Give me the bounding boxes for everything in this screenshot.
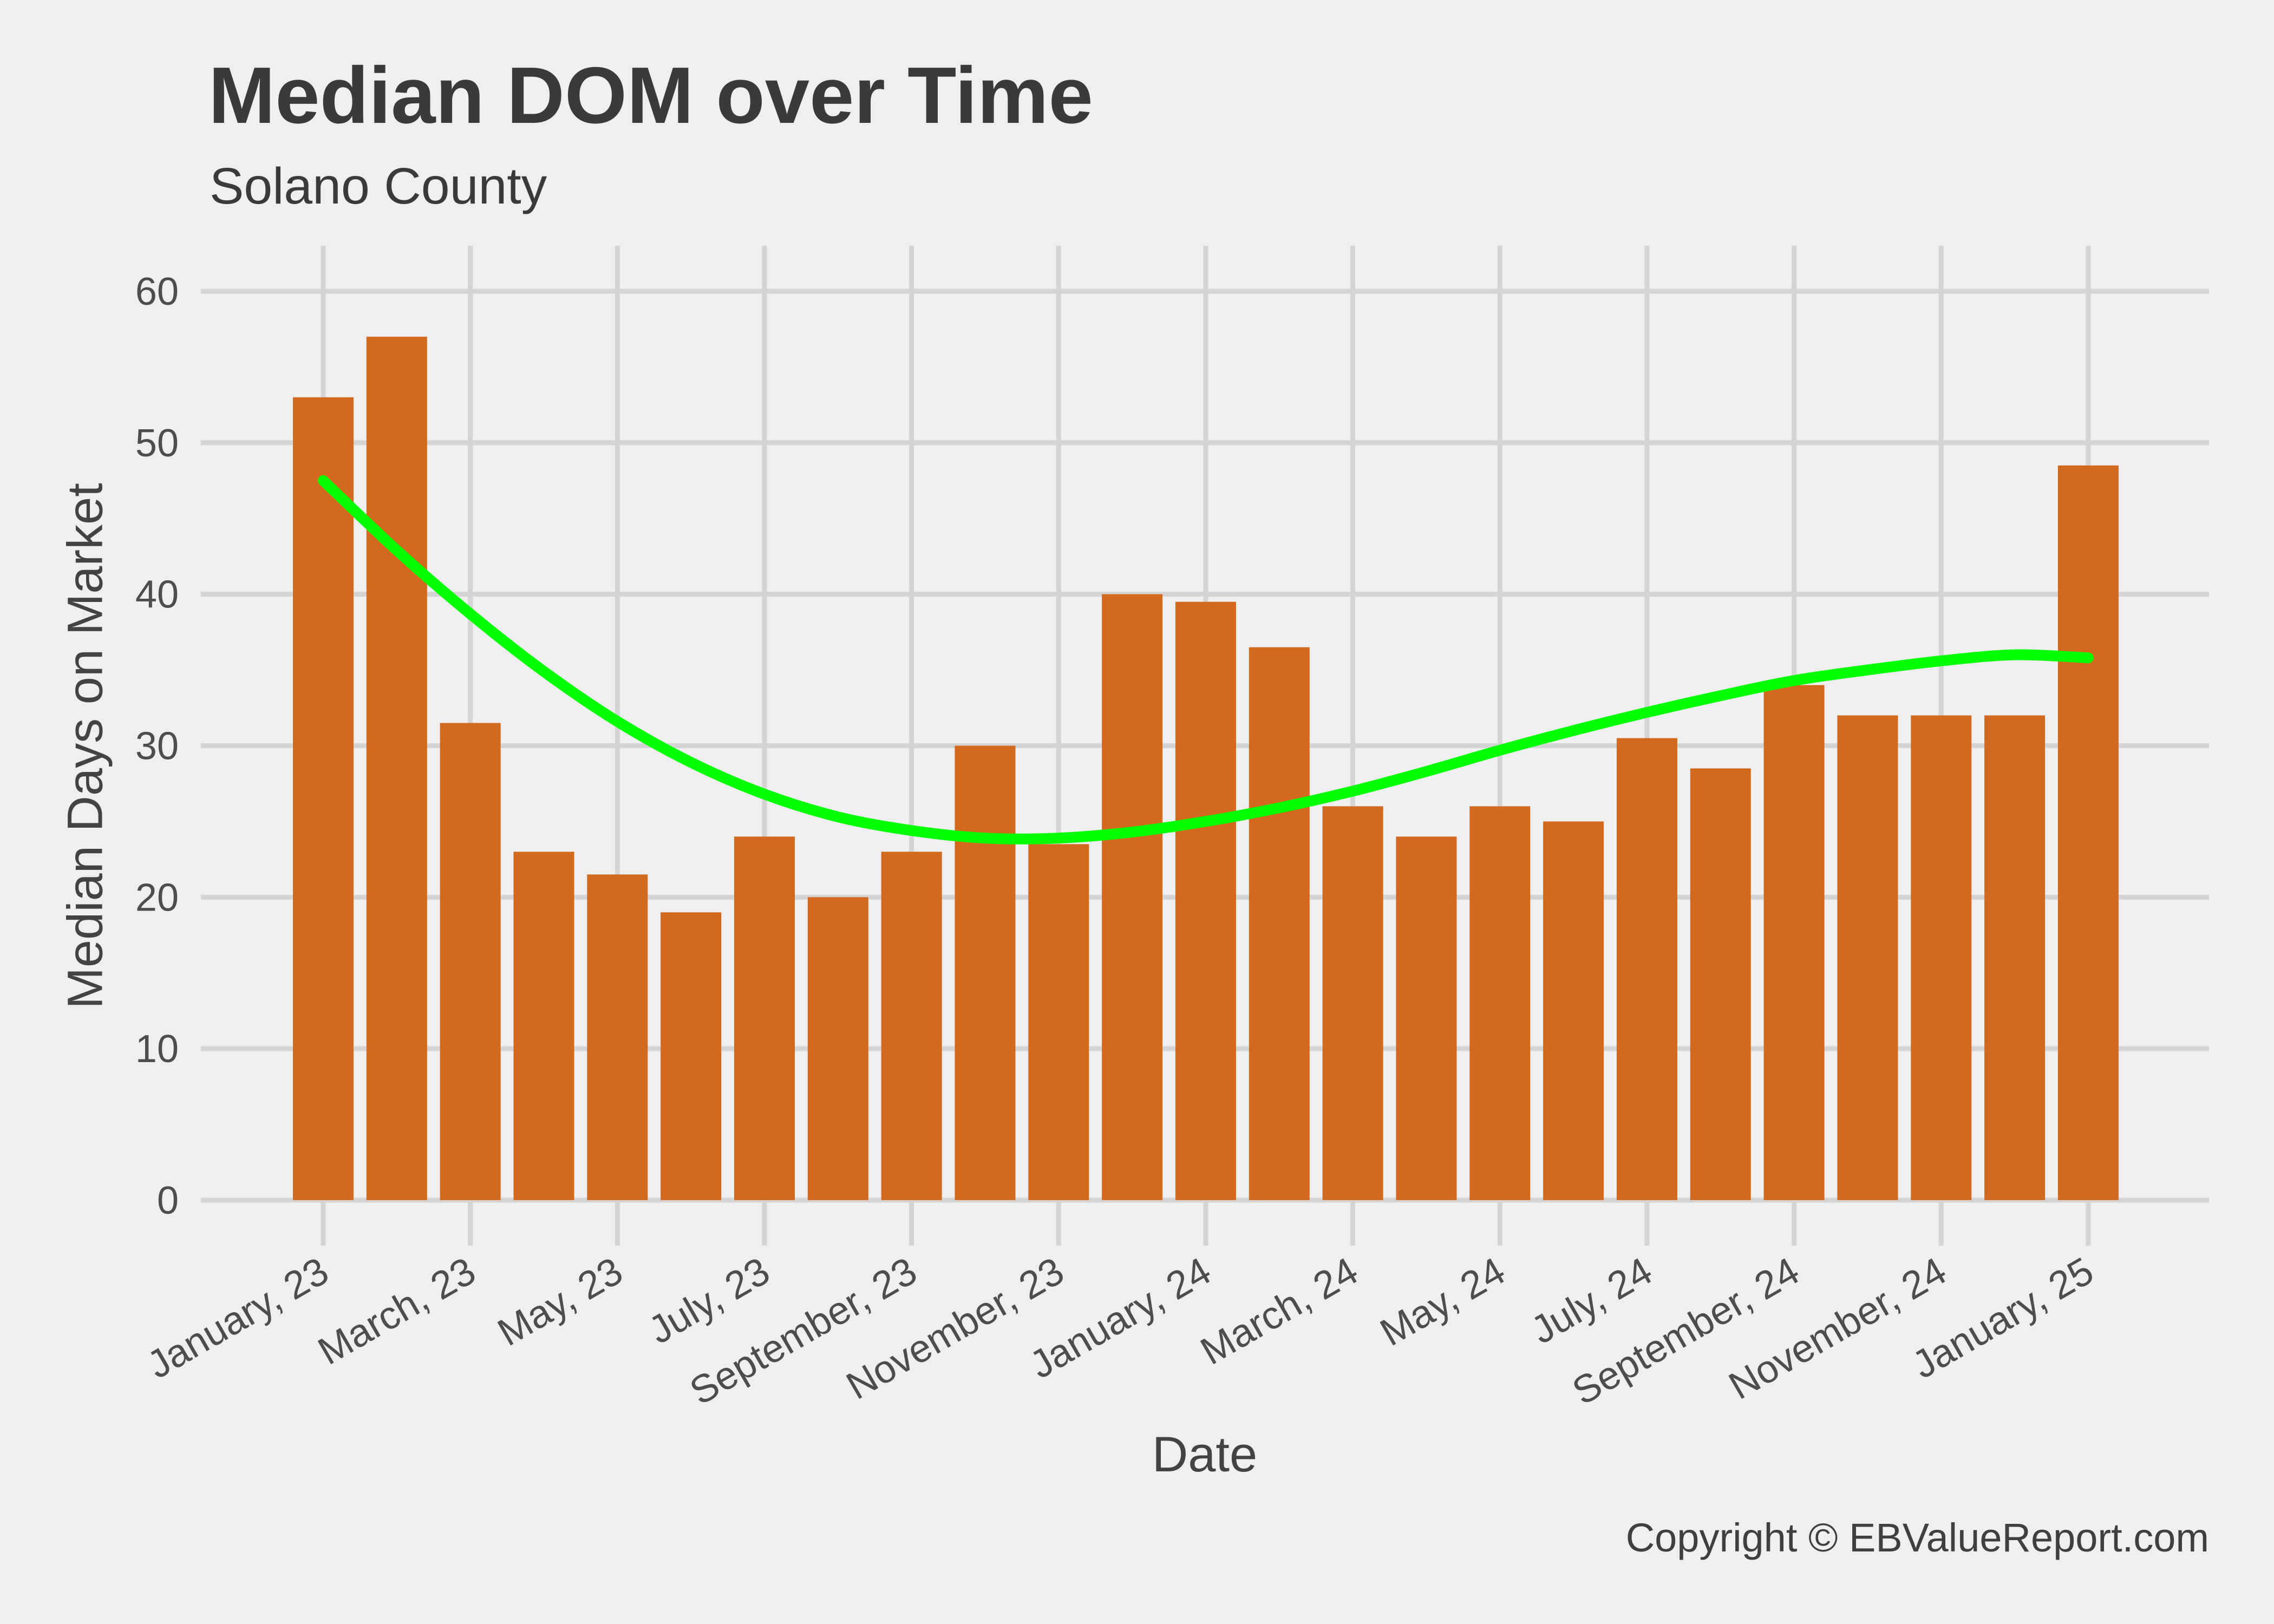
x-tick-label: March, 23 xyxy=(311,1249,482,1373)
y-axis-tick-labels: 0 10 20 30 40 50 60 xyxy=(135,270,179,1222)
bar xyxy=(1249,647,1310,1200)
bar xyxy=(1616,738,1677,1200)
bar xyxy=(1690,768,1751,1200)
bar-series xyxy=(293,336,2119,1201)
y-tick-label: 20 xyxy=(135,876,179,919)
bar xyxy=(1763,685,1825,1200)
bar xyxy=(734,836,795,1200)
bar xyxy=(1984,715,2046,1200)
x-tick-label: January, 23 xyxy=(140,1249,336,1387)
bar xyxy=(513,852,574,1200)
chart-title: Median DOM over Time xyxy=(208,51,1093,140)
bar xyxy=(1322,806,1383,1200)
y-tick-label: 60 xyxy=(135,270,179,313)
bar xyxy=(955,745,1016,1200)
bar xyxy=(2057,465,2119,1201)
y-tick-label: 50 xyxy=(135,422,179,465)
x-tick-label: May, 24 xyxy=(1373,1249,1512,1355)
x-tick-label: May, 23 xyxy=(491,1249,630,1355)
bar xyxy=(1028,844,1089,1200)
y-tick-label: 0 xyxy=(157,1179,179,1222)
bar xyxy=(661,912,722,1200)
bar xyxy=(1911,715,1972,1200)
x-axis-title: Date xyxy=(1152,1427,1258,1482)
y-tick-label: 10 xyxy=(135,1027,179,1071)
bar xyxy=(440,723,501,1200)
copyright-notice: Copyright © EBValueReport.com xyxy=(1625,1515,2209,1560)
trend-line-series xyxy=(318,475,2094,844)
bar xyxy=(293,397,354,1200)
bar xyxy=(1469,806,1531,1200)
bar xyxy=(807,897,868,1200)
y-tick-label: 40 xyxy=(135,573,179,617)
y-tick-label: 30 xyxy=(135,725,179,768)
bar xyxy=(1837,715,1898,1200)
bar xyxy=(1102,594,1163,1200)
bar xyxy=(1396,836,1457,1200)
chart-subtitle: Solano County xyxy=(210,158,547,215)
bar xyxy=(881,852,942,1200)
bar xyxy=(1543,821,1604,1200)
bar xyxy=(587,874,648,1200)
bar xyxy=(366,336,427,1200)
trend-line xyxy=(318,475,2094,844)
bar xyxy=(1175,601,1236,1200)
x-tick-label: March, 24 xyxy=(1193,1249,1365,1373)
